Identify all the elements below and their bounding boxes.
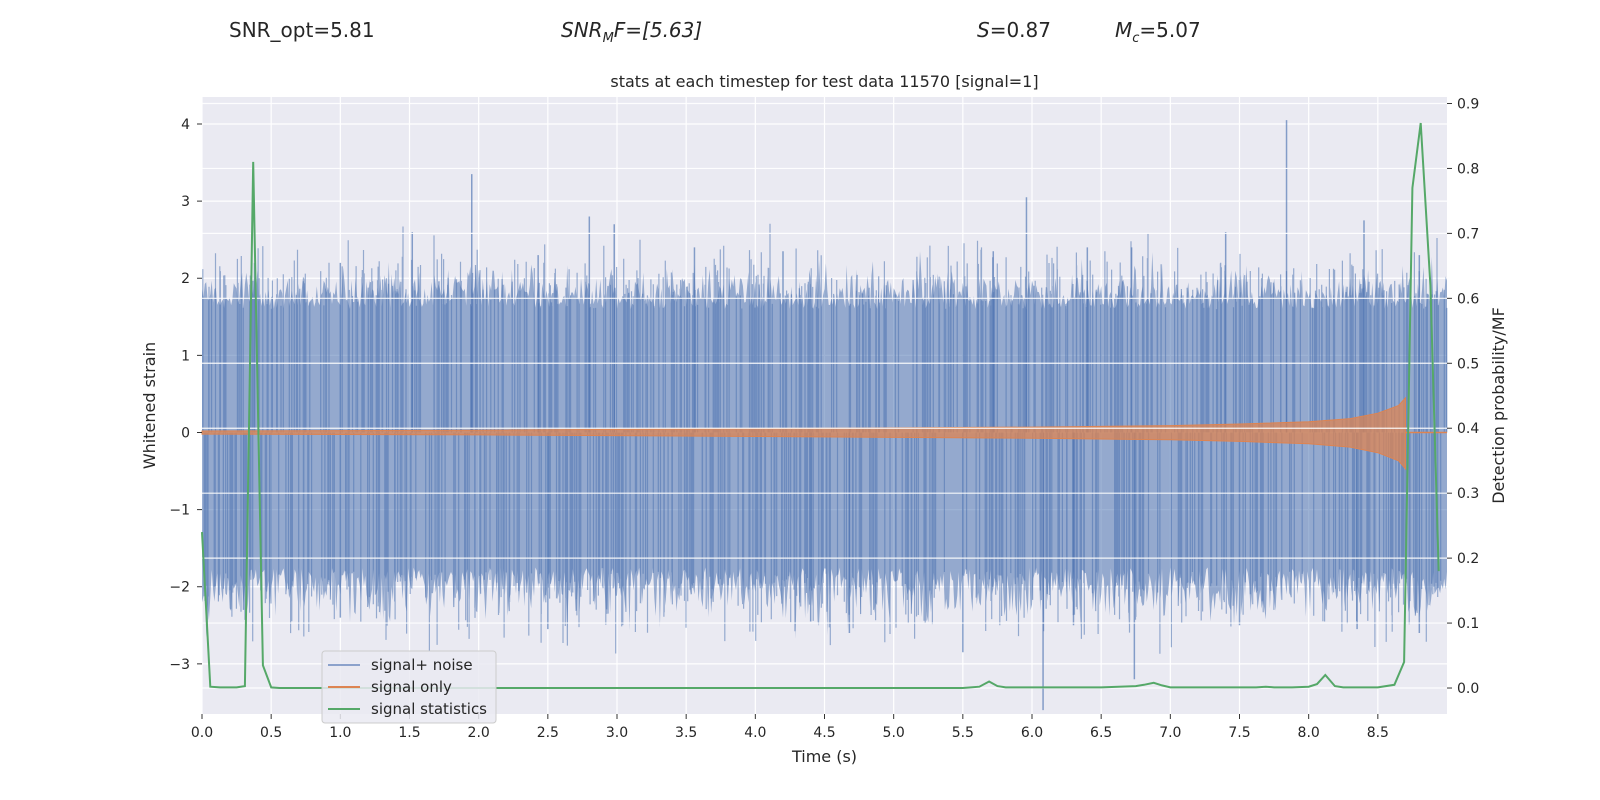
x-tick-label: 3.0 [606, 725, 628, 741]
x-tick-label: 3.5 [675, 725, 697, 741]
y-axis-label: Whitened strain [140, 342, 159, 469]
y-right-tick-label: 0.7 [1457, 226, 1479, 242]
mc-subscript: c [1132, 31, 1140, 46]
chirp-mass-label: Mc=5.07 [1115, 18, 1201, 46]
y-right-tick-label: 0.8 [1457, 161, 1479, 177]
y-right-tick-label: 0.0 [1457, 681, 1479, 697]
x-tick-label: 4.5 [813, 725, 835, 741]
snr-mf-label: SNRMF=[5.63] [561, 18, 702, 46]
y-tick-label: 0 [181, 425, 190, 441]
y-right-tick-label: 0.3 [1457, 486, 1479, 502]
s-name: S [977, 18, 990, 42]
signal-only-envelope [201, 396, 1406, 471]
x-tick-label: 1.0 [329, 725, 351, 741]
x-tick-label: 1.5 [398, 725, 420, 741]
x-tick-label: 2.0 [468, 725, 490, 741]
signal-statistics-line [201, 122, 1440, 689]
y-tick-label: 4 [181, 117, 190, 133]
y-right-tick-label: 0.5 [1457, 356, 1479, 372]
x-tick-label: 8.5 [1367, 725, 1389, 741]
snr-opt-label: SNR_opt=5.81 [229, 18, 375, 42]
x-tick-label: 4.0 [744, 725, 766, 741]
y-right-axis-ticks: 0.0 0.1 0.2 0.3 0.4 0.5 0.6 0.7 0.8 0.9 [1447, 96, 1479, 697]
snr-mf-subscript: M [602, 31, 614, 46]
legend-box [321, 650, 497, 724]
y-tick-label: 1 [181, 348, 190, 364]
x-tick-label: 7.5 [1228, 725, 1250, 741]
mc-name: M [1115, 18, 1133, 42]
x-tick-label: 0.5 [260, 725, 282, 741]
legend-label-signal-only: signal only [371, 678, 452, 696]
y-tick-label: −2 [169, 580, 190, 596]
x-tick-label: 6.0 [1021, 725, 1043, 741]
signal-noise-spikes [202, 223, 1448, 654]
y-right-tick-label: 0.4 [1457, 421, 1479, 437]
y-axis-ticks: −3 −2 −1 0 1 2 3 4 [169, 117, 202, 673]
y-right-tick-label: 0.2 [1457, 551, 1479, 567]
overlap-s-label: S=0.87 [977, 18, 1051, 42]
chart-title: stats at each timestep for test data 115… [610, 72, 1038, 91]
signal-noise-series [202, 120, 1448, 711]
legend: signal+ noise signal only signal statist… [321, 650, 497, 724]
x-tick-label: 8.0 [1298, 725, 1320, 741]
y-tick-label: 3 [181, 194, 190, 210]
y-tick-label: −3 [169, 657, 190, 673]
x-tick-label: 5.5 [952, 725, 974, 741]
x-tick-label: 6.5 [1090, 725, 1112, 741]
signal-only-series [201, 396, 1447, 471]
snr-mf-tail: F=[5.63] [613, 18, 703, 42]
s-value: =0.87 [989, 18, 1051, 42]
y-right-tick-label: 0.1 [1457, 616, 1479, 632]
x-tick-label: 5.0 [883, 725, 905, 741]
mc-value: =5.07 [1139, 18, 1201, 42]
x-axis-ticks: 0.0 0.5 1.0 1.5 2.0 2.5 3.0 3.5 4.0 4.5 5.0 5.5 6.0 6… [191, 714, 1389, 741]
x-tick-label: 0.0 [191, 725, 213, 741]
snr-mf-name: SNR [561, 18, 603, 42]
y-right-axis-label: Detection probability/MF [1489, 307, 1508, 504]
signal-statistics-series [201, 122, 1440, 689]
legend-label-signal-noise: signal+ noise [371, 656, 473, 674]
y-tick-label: −1 [169, 503, 190, 519]
y-right-tick-label: 0.9 [1457, 96, 1479, 112]
x-tick-label: 2.5 [537, 725, 559, 741]
y-right-tick-label: 0.6 [1457, 291, 1479, 307]
y-tick-label: 2 [181, 271, 190, 287]
x-tick-label: 7.0 [1159, 725, 1181, 741]
legend-label-signal-statistics: signal statistics [371, 700, 487, 718]
x-axis-label: Time (s) [791, 747, 857, 766]
